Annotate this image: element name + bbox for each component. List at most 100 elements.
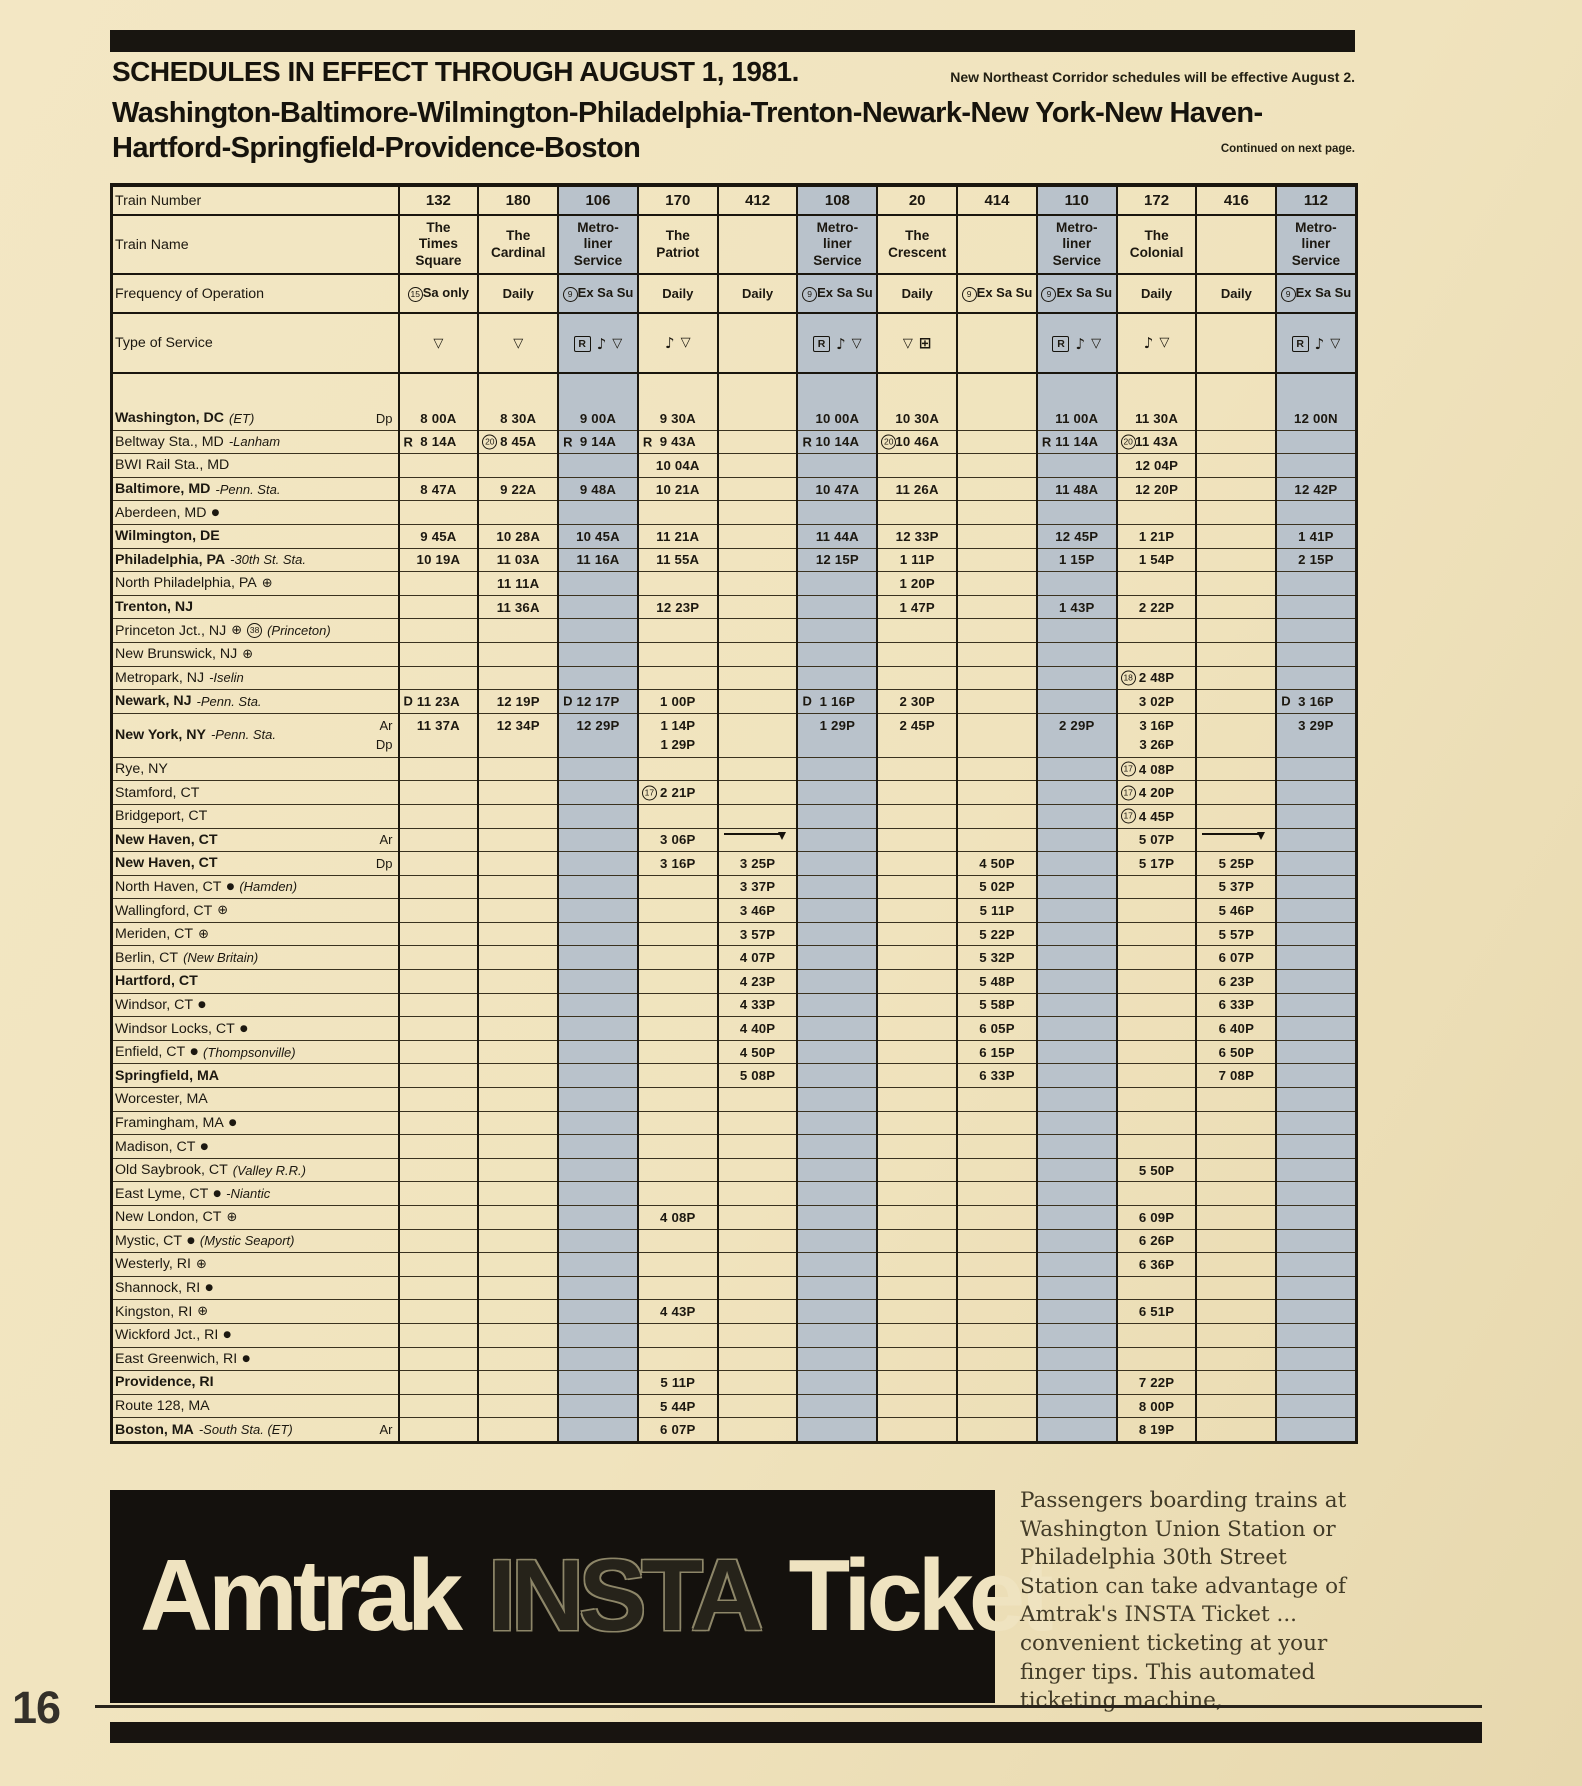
time-cell: [477, 1158, 559, 1183]
time-line: 1 14P: [660, 717, 696, 733]
time-cell: 12 04P: [1115, 453, 1197, 478]
time-cell: [716, 666, 798, 691]
station-label-cell: New Haven, CT Dp: [110, 851, 399, 876]
time-cell: [1115, 1276, 1197, 1301]
station-name: Mystic, CT: [115, 1232, 182, 1249]
time-cell: [557, 922, 638, 947]
snack-service-icon: ♪: [596, 334, 607, 353]
time-cell: [557, 1394, 638, 1419]
time-cell: [557, 851, 638, 876]
time-cell: [796, 642, 878, 667]
time-cell: [956, 548, 1037, 573]
time-cell: [796, 1417, 878, 1443]
time-cell: [557, 500, 638, 525]
stop-note-R: R: [403, 434, 413, 450]
time-cell: [397, 1181, 479, 1206]
station-row: Old Saybrook, CT (Valley R.R.) 5 50P: [110, 1158, 1357, 1183]
time-cell: [477, 1181, 559, 1206]
time-cell: [1115, 1111, 1197, 1136]
time-cell: [956, 1252, 1037, 1277]
time-cell: 2 30P: [876, 689, 958, 714]
time-cell: [636, 969, 718, 994]
time-cell: [876, 922, 958, 947]
bottom-rule: [95, 1705, 1482, 1708]
time-cell: [796, 1016, 878, 1041]
train-frequency-106: 9 Ex Sa Su: [557, 274, 638, 314]
time-cell: [956, 407, 1037, 431]
time-cell: [1195, 1323, 1277, 1348]
time-cell: [956, 500, 1037, 525]
time-cell: [397, 1394, 479, 1419]
time-cell: 3 16P 3 26P: [1115, 713, 1197, 758]
station-row: Madison, CT ●: [110, 1134, 1357, 1159]
time-cell: D 12 17P: [557, 689, 638, 714]
train-service-132: ▽: [397, 313, 479, 374]
time-cell: 6 07P: [636, 1417, 718, 1443]
time-cell: [876, 618, 958, 643]
time-cell: [1275, 571, 1357, 596]
time-cell: [956, 1299, 1037, 1324]
spacer-cell: [876, 373, 958, 407]
time-line: 3 16P: [1139, 717, 1174, 733]
time-cell: 10 28A: [477, 524, 559, 549]
station-row: Philadelphia, PA -30th St. Sta. 10 19A 11 0…: [110, 548, 1357, 573]
time-cell: [796, 1323, 878, 1348]
time-cell: [397, 1299, 479, 1324]
time-cell: [1115, 1347, 1197, 1372]
time-cell: [1195, 500, 1277, 525]
time-cell: 5 44P: [636, 1394, 718, 1419]
station-note: -30th St. Sta.: [230, 552, 306, 568]
time-cell: [876, 1158, 958, 1183]
train-number-110: 110: [1035, 185, 1117, 216]
station-label-cell: Aberdeen, MD ●: [110, 500, 399, 525]
time-cell: [876, 1394, 958, 1419]
time-cell: 10 19A: [397, 548, 479, 573]
time-cell: [796, 851, 878, 876]
meal-service-icon: ⊞: [918, 334, 932, 353]
time-cell: 1 43P: [1035, 595, 1117, 620]
station-name: Providence, RI: [115, 1374, 214, 1391]
station-row: Stamford, CT 17 2 21P 17 4 20P: [110, 780, 1357, 805]
time-cell: [716, 1229, 798, 1254]
station-note: (ET): [229, 410, 255, 426]
time-cell: [876, 1063, 958, 1089]
time-cell: 11 55A: [636, 548, 718, 573]
time-cell: [1275, 1252, 1357, 1277]
time-cell: [716, 548, 798, 573]
time-cell: [716, 1347, 798, 1372]
time-cell: [636, 1087, 718, 1112]
station-name: Trenton, NJ: [115, 599, 194, 616]
time-cell: [477, 1134, 559, 1159]
circled-note-17: 17: [1120, 808, 1136, 824]
station-label-cell: Kingston, RI ⊕: [110, 1299, 399, 1324]
time-cell: 5 22P: [956, 922, 1037, 947]
time-cell: [956, 713, 1037, 758]
time-cell: 1 47P: [876, 595, 958, 620]
spacer-cell: [477, 373, 559, 407]
time-cell: [1195, 524, 1277, 549]
time-cell: [716, 1394, 798, 1419]
time-cell: [397, 780, 479, 805]
time-cell: [1035, 666, 1117, 691]
time-cell: [557, 1299, 638, 1324]
station-note: -Niantic: [226, 1186, 271, 1202]
time-cell: [876, 666, 958, 691]
page-title: SCHEDULES IN EFFECT THROUGH AUGUST 1, 19…: [112, 56, 799, 87]
time-cell: [876, 969, 958, 994]
time-cell: [636, 804, 718, 829]
station-note: (Thompsonville): [203, 1044, 296, 1060]
time-cell: 11 48A: [1035, 477, 1117, 502]
station-row: North Haven, CT ● (Hamden) 3 37P 5 02P 5 37P: [110, 875, 1357, 900]
station-name: Wickford Jct., RI: [115, 1327, 219, 1344]
time-cell: [397, 898, 479, 923]
snack-service-icon: ♪: [836, 334, 846, 353]
station-label-cell: Wickford Jct., RI ●: [110, 1323, 399, 1348]
time-cell: [1115, 922, 1197, 947]
time-cell: 9 45A: [397, 524, 479, 549]
time-cell: [716, 1276, 798, 1301]
time-cell: [956, 828, 1037, 853]
time-cell: [397, 1229, 479, 1254]
time-cell: [477, 922, 559, 947]
beverage-service-icon: ▽: [433, 336, 444, 351]
time-cell: [1035, 618, 1117, 643]
